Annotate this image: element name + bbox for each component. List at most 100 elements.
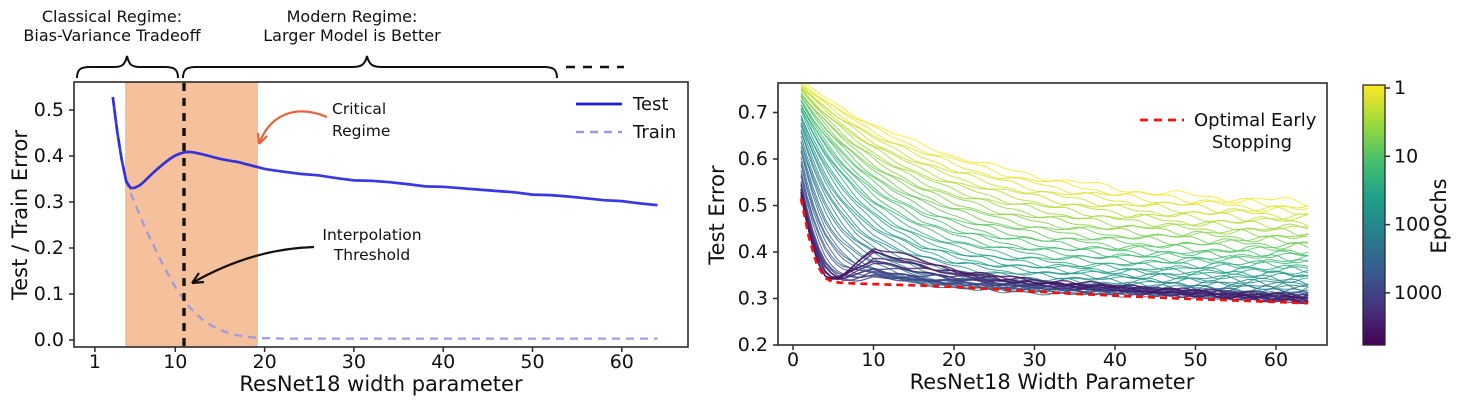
y-tick-label: 0.3 [34, 191, 64, 213]
epoch-curve [800, 118, 1309, 284]
interpolation-threshold-annotation: Interpolation Threshold [191, 226, 422, 285]
x-tick-label: 10 [861, 349, 885, 371]
y-tick-label: 0.4 [738, 241, 768, 263]
epoch-curve [800, 94, 1309, 243]
critical-regime-band [125, 82, 258, 347]
classical-regime-title-1: Classical Regime: [42, 7, 182, 26]
legend-train-label: Train [632, 122, 676, 143]
interpolation-threshold-arrowhead-icon [191, 272, 205, 285]
x-tick-label: 30 [1022, 349, 1046, 371]
critical-regime-label-1: Critical [332, 100, 386, 118]
epoch-curve [800, 89, 1309, 232]
critical-regime-arrow [257, 110, 328, 145]
x-tick-label: 20 [253, 351, 277, 373]
epoch-curve [800, 110, 1309, 278]
epoch-curve [800, 104, 1309, 265]
x-tick-label: 60 [610, 351, 634, 373]
epoch-curve [800, 85, 1309, 221]
epoch-curve [800, 116, 1309, 280]
colorbar-tick-label: 1 [1394, 77, 1406, 99]
epoch-curve [800, 84, 1309, 213]
modern-regime-title-2: Larger Model is Better [263, 26, 441, 45]
colorbar: 1 10 100 1000 Epochs [1362, 77, 1451, 346]
interpolation-threshold-label-1: Interpolation [322, 226, 421, 244]
epoch-curve [800, 88, 1309, 230]
critical-regime-annotation: Critical Regime [256, 100, 390, 145]
x-tick-label: 50 [520, 351, 544, 373]
colorbar-bar [1362, 84, 1386, 346]
critical-regime-label-2: Regime [332, 122, 390, 140]
classical-regime-title-2: Bias-Variance Tradeoff [23, 26, 201, 45]
x-tick-label: 1 [89, 351, 101, 373]
x-tick-label: 60 [1264, 349, 1288, 371]
legend-early-stopping-label-1: Optimal Early [1194, 110, 1317, 131]
y-tick-label: 0.0 [34, 329, 64, 351]
epoch-curve [803, 84, 1309, 211]
epoch-curve [800, 195, 1309, 303]
epoch-curve [800, 87, 1309, 223]
epoch-curves [799, 84, 1309, 305]
right-axis-ticks: 0 10 20 30 40 50 60 0.2 0.3 0.4 0.5 0.6 0.7 [738, 102, 1288, 372]
x-tick-label: 40 [1103, 349, 1127, 371]
x-tick-label: 10 [163, 351, 187, 373]
critical-regime-arrowhead-icon [256, 132, 268, 145]
x-tick-label: 20 [942, 349, 966, 371]
epoch-curve [800, 105, 1309, 270]
colorbar-tick-label: 100 [1394, 214, 1430, 236]
y-tick-label: 0.7 [738, 102, 768, 124]
left-ylabel: Test / Train Error [8, 130, 32, 301]
y-tick-label: 0.5 [34, 99, 64, 121]
left-legend: Test Train [576, 94, 676, 143]
left-plot: 1 10 20 30 40 50 60 0.0 0.1 0.2 0.3 0.4 0.5 ResNet18… [8, 81, 689, 396]
interpolation-threshold-label-2: Threshold [333, 246, 410, 264]
interpolation-threshold-arrow [191, 245, 315, 284]
epoch-curve [800, 89, 1309, 238]
epoch-curve [800, 125, 1309, 289]
epoch-curve [800, 92, 1309, 240]
y-tick-label: 0.6 [738, 148, 768, 170]
y-tick-label: 0.5 [738, 195, 768, 217]
test-error-curve [111, 96, 658, 207]
left-xlabel: ResNet18 width parameter [239, 372, 523, 396]
epoch-curve [800, 192, 1309, 303]
left-axes-box [73, 81, 689, 348]
legend-test-label: Test [632, 94, 668, 115]
x-tick-label: 0 [787, 349, 799, 371]
optimal-early-stopping-curve [799, 198, 1309, 305]
right-ylabel: Test Error [705, 165, 729, 266]
epoch-curve [800, 93, 1309, 245]
epoch-curve [800, 95, 1309, 257]
x-tick-label: 30 [342, 351, 366, 373]
epoch-curve [805, 84, 1309, 208]
epoch-curve [800, 191, 1309, 303]
y-tick-label: 0.2 [34, 237, 64, 259]
y-tick-label: 0.2 [738, 334, 768, 356]
modern-regime-brace-icon [182, 55, 558, 79]
x-tick-label: 40 [431, 351, 455, 373]
epoch-curve [800, 98, 1309, 259]
x-tick-label: 50 [1183, 349, 1207, 371]
colorbar-label: Epochs [1427, 178, 1451, 253]
left-curves [111, 96, 658, 340]
right-legend: Optimal Early Stopping [1140, 110, 1317, 153]
y-tick-label: 0.1 [34, 283, 64, 305]
colorbar-tick-label: 10 [1394, 145, 1418, 167]
right-xlabel: ResNet18 Width Parameter [910, 370, 1195, 394]
y-tick-label: 0.4 [34, 145, 64, 167]
train-error-curve [111, 96, 658, 340]
colorbar-ticks: 1 10 100 1000 [1385, 77, 1442, 304]
colorbar-tick-label: 1000 [1394, 282, 1442, 304]
epoch-curve [800, 101, 1309, 264]
legend-early-stopping-label-2: Stopping [1212, 132, 1292, 153]
classical-regime-brace-icon [76, 55, 179, 79]
y-tick-label: 0.3 [738, 288, 768, 310]
epoch-curve [800, 195, 1309, 303]
right-axes-box [777, 82, 1328, 346]
left-axis-ticks: 1 10 20 30 40 50 60 0.0 0.1 0.2 0.3 0.4 0.5 [34, 99, 634, 373]
epoch-curve [800, 96, 1309, 253]
right-plot: 0 10 20 30 40 50 60 0.2 0.3 0.4 0.5 0.6 0.7 ResNet18… [705, 82, 1328, 394]
regime-braces: Classical Regime: Bias-Variance Tradeoff… [23, 7, 624, 79]
epoch-curve [800, 115, 1309, 280]
